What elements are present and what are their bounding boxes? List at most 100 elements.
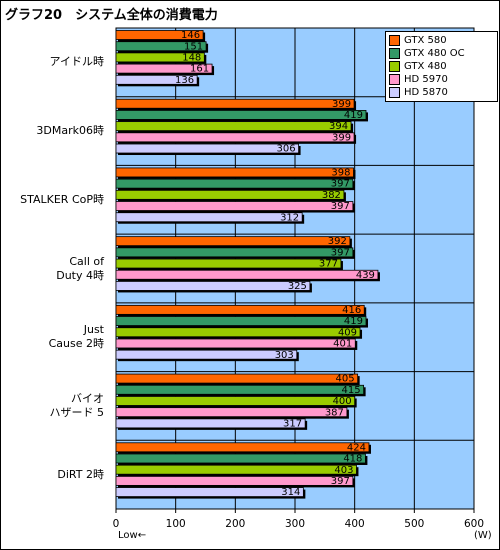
legend-label: GTX 480 OC [404,48,465,59]
legend-label: GTX 580 [404,35,447,46]
chart-title: グラフ20 システム全体の消費電力 [5,8,218,23]
x-tick-label: 400 [345,518,365,530]
bar [115,41,207,52]
legend-item: GTX 580 [389,34,494,47]
bar [115,63,213,74]
bar [115,316,367,326]
bar-value-label: 392 [328,236,347,247]
bar [115,201,354,211]
category-label-line: Cause 2時 [48,337,104,351]
legend-item: GTX 480 OC [389,47,494,60]
bar [115,52,205,63]
bar [115,143,299,154]
bar [115,212,303,223]
bar [115,373,359,384]
bar [115,110,367,120]
axis-note: Low← [118,530,147,541]
bar-value-label: 405 [336,374,355,385]
bar-value-label: 397 [331,201,350,212]
bar [115,304,365,315]
category-label-line: STALKER CoP時 [20,192,104,206]
bar-value-label: 418 [343,454,362,465]
legend-swatch [389,87,400,98]
category-label: DiRT 2時 [0,468,104,482]
bar [115,487,304,497]
legend-swatch [389,35,400,46]
bar-value-label: 161 [190,64,209,75]
bar-value-label: 136 [175,75,194,86]
x-tick-label: 100 [166,518,186,530]
category-label-line: 3DMark06時 [36,124,104,138]
bar [115,453,366,464]
legend-swatch [389,48,400,59]
x-tick-label: 0 [113,518,120,530]
bar [115,475,354,486]
bar [115,247,354,258]
bar-value-label: 399 [332,99,351,110]
legend: GTX 580 GTX 480 OC GTX 480 HD 5970 HD 5870 [385,31,498,102]
bar [115,178,354,189]
x-tick-label: 500 [404,518,424,530]
bar-value-label: 312 [280,212,299,223]
bar [115,189,345,200]
x-tick-label: 600 [464,518,484,530]
legend-label: GTX 480 [404,61,447,72]
bar-value-label: 419 [344,316,363,327]
bar-value-label: 317 [283,418,302,429]
category-label-line: Just [83,323,104,337]
category-label: Just Cause 2時 [0,323,104,351]
bar-value-label: 400 [333,396,352,407]
axis-unit: (W) [474,530,492,541]
bar-value-label: 419 [344,110,363,121]
bar-value-label: 439 [356,270,375,281]
bar [115,464,357,475]
bar-value-label: 377 [319,259,338,270]
bar [115,30,204,40]
bar-value-label: 394 [329,121,348,132]
bar-value-label: 398 [331,168,350,179]
bar-value-label: 409 [338,327,357,338]
bar-value-label: 148 [182,53,201,64]
x-tick-label: 200 [225,518,245,530]
bar-value-label: 416 [342,305,361,316]
category-label: STALKER CoP時 [0,193,104,207]
bar [115,98,355,109]
legend-swatch [389,74,400,85]
bar [115,442,370,453]
bar-value-label: 146 [181,30,200,41]
bar-value-label: 325 [288,281,307,292]
bar-value-label: 303 [275,350,294,361]
category-label-line: バイオ [71,391,104,405]
category-label: 3DMark06時 [0,124,104,138]
legend-label: HD 5870 [404,87,448,98]
legend-label: HD 5970 [404,74,448,85]
bar [115,407,348,418]
bar [115,384,365,395]
bar-value-label: 397 [331,476,350,487]
category-label-line: Call of [69,254,104,268]
bar [115,236,351,247]
bar-value-label: 306 [276,144,295,155]
bar [115,396,356,406]
x-tick-label: 300 [285,518,305,530]
category-label-line: DiRT 2時 [57,467,104,481]
bar [115,132,355,143]
legend-item: HD 5870 [389,86,494,99]
legend-swatch [389,61,400,72]
bar [115,418,306,429]
bar-value-label: 387 [325,407,344,418]
bar [115,327,361,338]
bar-value-label: 403 [334,465,353,476]
bar [115,338,356,349]
legend-item: GTX 480 [389,60,494,73]
bar [115,167,354,178]
bar-value-label: 397 [331,179,350,190]
bar [115,74,198,85]
bar-value-label: 424 [347,442,366,453]
bar [115,258,342,269]
category-label-line: アイドル時 [49,55,104,69]
bar-value-label: 151 [184,41,203,52]
bar [115,349,298,360]
category-label-line: Duty 4時 [56,268,104,282]
